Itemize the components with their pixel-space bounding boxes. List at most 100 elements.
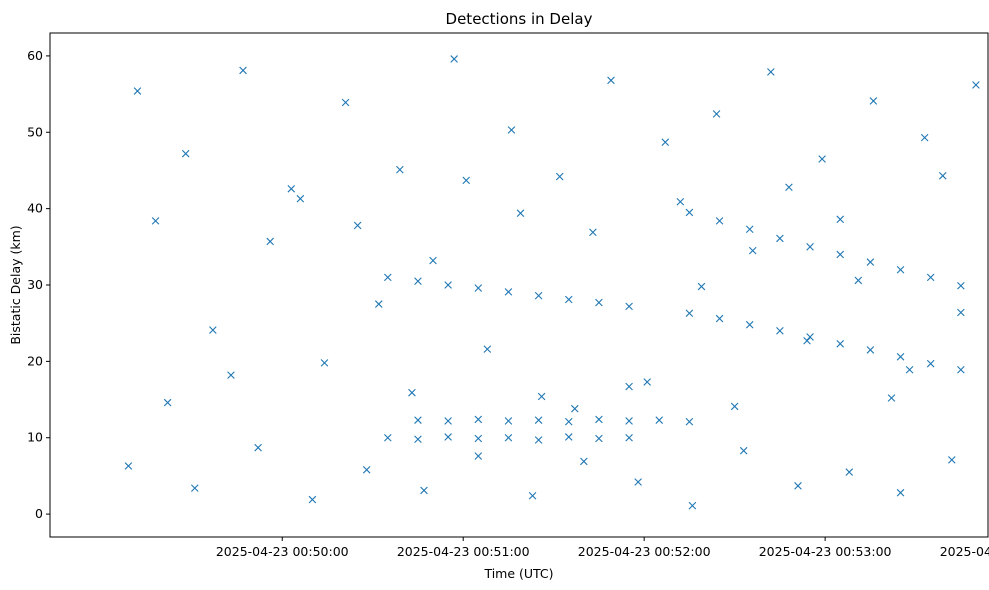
data-point	[287, 184, 296, 193]
data-point	[685, 417, 694, 426]
y-tick-label: 30	[27, 277, 43, 292]
data-point	[414, 435, 422, 444]
data-point	[571, 404, 579, 413]
x-tick-label: 2025-04-23 00:52:00	[578, 544, 711, 559]
data-point	[414, 277, 422, 285]
data-point	[715, 217, 724, 225]
data-point	[818, 155, 826, 163]
data-point	[625, 417, 633, 425]
data-point	[239, 66, 247, 75]
data-point	[948, 456, 956, 464]
data-point	[685, 309, 694, 318]
data-point	[625, 382, 633, 391]
data-point	[896, 488, 905, 497]
data-point	[133, 87, 142, 95]
data-point	[589, 228, 597, 237]
data-point	[474, 434, 483, 443]
y-tick-label: 60	[27, 48, 43, 63]
data-point	[564, 295, 573, 304]
series-0	[685, 208, 965, 290]
series-1	[685, 309, 965, 374]
data-point	[854, 276, 863, 285]
y-tick-label: 40	[27, 201, 43, 216]
series-2	[384, 273, 633, 311]
data-point	[661, 138, 670, 146]
data-point	[715, 314, 724, 323]
data-point	[887, 394, 896, 402]
chart-title: Detections in Delay	[446, 10, 593, 28]
data-point	[474, 415, 483, 424]
data-point	[905, 365, 914, 374]
data-point	[254, 443, 262, 452]
data-point	[384, 433, 392, 442]
plot-area	[49, 32, 989, 538]
data-point	[803, 336, 811, 345]
data-point	[555, 172, 564, 181]
x-tick-label: 2025-04-23 00:54:00	[940, 544, 989, 559]
data-point	[785, 183, 793, 192]
data-point	[607, 76, 615, 85]
data-point	[957, 365, 965, 374]
data-point	[730, 402, 739, 411]
data-point	[745, 320, 754, 329]
x-tick-label: 2025-04-23 00:51:00	[397, 544, 530, 559]
data-point	[420, 486, 428, 495]
data-point	[534, 291, 543, 300]
data-point	[836, 215, 845, 224]
data-point	[507, 126, 516, 134]
data-point	[688, 501, 697, 510]
data-point	[537, 392, 546, 401]
data-point	[450, 55, 458, 63]
data-point	[595, 434, 603, 443]
data-point	[320, 359, 329, 367]
data-point	[643, 378, 651, 386]
data-point	[483, 345, 492, 353]
y-tick-label: 20	[27, 353, 43, 368]
data-point	[920, 133, 929, 142]
data-point	[938, 172, 947, 180]
data-point	[396, 165, 404, 174]
data-point	[341, 98, 350, 107]
data-point	[429, 256, 437, 265]
data-point	[227, 371, 235, 379]
data-point	[685, 208, 694, 217]
data-point	[866, 258, 875, 266]
data-point	[957, 281, 965, 290]
y-tick-label: 0	[35, 506, 43, 521]
data-point	[414, 416, 422, 424]
x-tick-label: 2025-04-23 00:53:00	[759, 544, 892, 559]
data-point	[896, 352, 905, 361]
data-point	[745, 225, 754, 234]
data-point	[444, 417, 452, 425]
data-point	[564, 417, 573, 426]
data-point	[209, 326, 217, 334]
data-point	[866, 346, 875, 354]
data-point	[528, 491, 537, 500]
data-point	[776, 327, 784, 335]
data-markers	[124, 55, 980, 510]
data-point	[806, 243, 814, 251]
data-point	[806, 333, 814, 341]
data-point	[767, 68, 775, 76]
data-point	[462, 176, 471, 185]
series-4	[414, 415, 694, 426]
data-point	[972, 81, 980, 89]
data-point	[625, 302, 633, 311]
data-point	[712, 110, 721, 118]
data-point	[474, 284, 483, 292]
data-point	[504, 288, 513, 296]
data-point	[504, 433, 513, 442]
y-tick-label: 50	[27, 124, 43, 139]
data-point	[444, 433, 452, 441]
data-point	[595, 298, 603, 307]
data-point	[124, 462, 133, 470]
x-axis-label: Time (UTC)	[483, 566, 553, 581]
x-tick-label: 2025-04-23 00:50:00	[216, 544, 349, 559]
data-point	[516, 209, 525, 218]
data-point	[869, 97, 878, 105]
data-point	[595, 415, 603, 424]
data-point	[748, 246, 757, 255]
data-point	[580, 457, 588, 466]
data-point	[534, 436, 543, 444]
